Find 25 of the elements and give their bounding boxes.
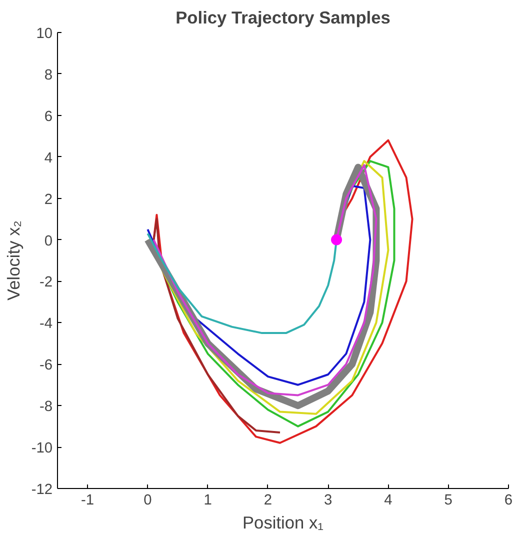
y-tick-label: -2 bbox=[39, 274, 53, 291]
y-tick-label: -6 bbox=[39, 358, 53, 374]
y-tick-label: 0 bbox=[44, 233, 53, 250]
x-tick-label: 3 bbox=[324, 492, 332, 508]
x-tick-label: -1 bbox=[81, 492, 94, 508]
x-tick-label: 6 bbox=[504, 492, 513, 508]
line-series bbox=[152, 139, 414, 444]
y-tick-label: 4 bbox=[44, 150, 53, 166]
y-axis-title: Velocity x₂ bbox=[3, 220, 24, 300]
chart-title: Policy Trajectory Samples bbox=[176, 8, 390, 28]
y-tick-label: 2 bbox=[44, 192, 53, 208]
x-tick-label: 2 bbox=[264, 492, 272, 508]
y-tick-label: 8 bbox=[44, 67, 53, 84]
y-tick-label: -10 bbox=[31, 440, 53, 457]
y-tick-label: -4 bbox=[39, 316, 53, 332]
x-tick-label: 4 bbox=[384, 492, 392, 508]
x-tick-label: 1 bbox=[204, 492, 212, 508]
line-series bbox=[152, 218, 281, 434]
y-tick-label: -8 bbox=[39, 399, 53, 416]
y-tick-label: 10 bbox=[36, 26, 53, 42]
y-tick-label: -12 bbox=[31, 482, 53, 498]
y-tick-label: 6 bbox=[44, 108, 53, 125]
x-tick-label: 5 bbox=[444, 492, 452, 508]
x-axis-title: Position x₁ bbox=[242, 512, 324, 532]
x-tick-label: 0 bbox=[144, 492, 152, 508]
